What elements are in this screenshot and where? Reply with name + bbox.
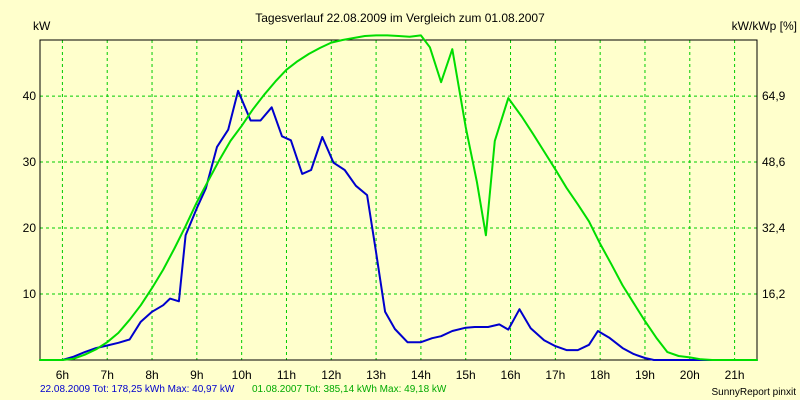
x-tick-label: 11h xyxy=(277,368,296,382)
y-left-tick-label: 10 xyxy=(23,287,37,301)
footer-brand: SunnyReport pinxit xyxy=(712,387,797,398)
chart-title: Tagesverlauf 22.08.2009 im Vergleich zum… xyxy=(255,11,545,25)
y-right-tick-label: 64,9 xyxy=(762,89,786,103)
x-tick-label: 17h xyxy=(545,368,565,382)
footer-series1-summary: 22.08.2009 Tot: 178,25 kWh Max: 40,97 kW xyxy=(40,384,235,395)
x-tick-label: 21h xyxy=(725,368,745,382)
x-tick-label: 8h xyxy=(145,368,158,382)
series-layer xyxy=(39,34,758,361)
x-tick-label: 10h xyxy=(232,368,252,382)
plot-frame xyxy=(39,39,758,361)
x-tick-label: 20h xyxy=(680,368,700,382)
y-right-tick-label: 48,6 xyxy=(762,155,786,169)
x-tick-label: 6h xyxy=(56,368,69,382)
x-tick-label: 14h xyxy=(411,368,431,382)
series-line-2 xyxy=(39,34,758,361)
series-line-1 xyxy=(39,89,758,361)
x-tick-label: 15h xyxy=(456,368,476,382)
x-tick-label: 13h xyxy=(366,368,386,382)
x-tick-label: 12h xyxy=(321,368,341,382)
grid xyxy=(40,40,757,360)
y-right-tick-label: 32,4 xyxy=(762,221,786,235)
x-tick-label: 16h xyxy=(501,368,521,382)
x-tick-label: 9h xyxy=(190,368,203,382)
y-left-tick-label: 40 xyxy=(23,89,37,103)
x-tick-label: 7h xyxy=(101,368,114,382)
y-left-tick-label: 30 xyxy=(23,155,37,169)
y-right-tick-label: 16,2 xyxy=(762,287,786,301)
y-left-tick-label: 20 xyxy=(23,221,37,235)
x-tick-label: 18h xyxy=(590,368,610,382)
footer-series2-summary: 01.08.2007 Tot: 385,14 kWh Max: 49,18 kW xyxy=(252,384,447,395)
y-axis-left-label: kW xyxy=(33,19,51,33)
y-axis-right-label: kW/kWp [%] xyxy=(732,19,797,33)
x-tick-label: 19h xyxy=(635,368,655,382)
tick-labels: 6h 7h 8h 9h 10h 11h 12h 13h 14h 15h 16h 17h 18h 19h 20… xyxy=(23,89,786,382)
